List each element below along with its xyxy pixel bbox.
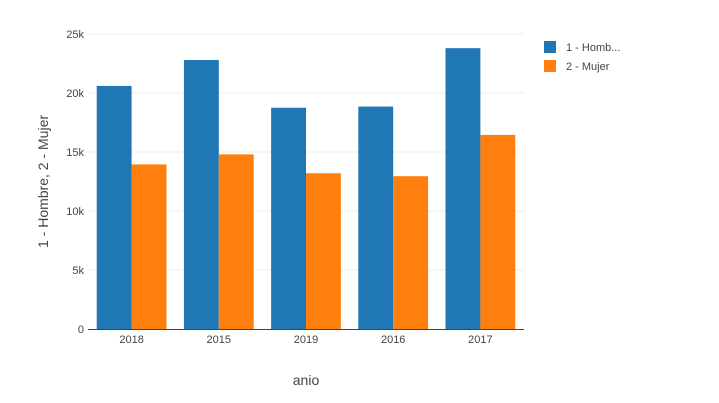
bar[interactable] [183,59,219,330]
legend[interactable]: 1 - Homb... 2 - Mujer [544,41,620,73]
bar[interactable] [306,173,341,329]
bar[interactable] [271,107,306,329]
bar[interactable] [445,48,481,329]
y-tick-label: 25k [66,29,84,41]
legend-label[interactable]: 2 - Mujer [566,61,610,73]
y-axis-ticks: 0 5k 10k 15k 20k 25k [66,29,84,336]
y-tick-label: 0 [78,324,84,336]
bar[interactable] [358,106,394,329]
y-tick-label: 5k [72,265,84,277]
x-tick-label: 2016 [381,334,405,346]
bars [96,48,516,330]
bar[interactable] [218,154,254,329]
x-tick-label: 2015 [207,334,231,346]
bar[interactable] [393,176,429,329]
x-axis-ticks: 2018 2015 2019 2016 2017 [119,334,492,346]
x-tick-label: 2018 [119,334,143,346]
y-tick-label: 10k [66,206,84,218]
bar[interactable] [96,85,132,329]
legend-label[interactable]: 1 - Homb... [566,42,620,54]
x-tick-label: 2019 [294,334,318,346]
y-axis-title: 1 - Hombre, 2 - Mujer [35,115,51,248]
x-axis-title: anio [293,372,320,388]
y-tick-label: 20k [66,88,84,100]
x-tick-label: 2017 [468,334,492,346]
bar[interactable] [131,164,167,329]
y-tick-label: 15k [66,147,84,159]
bar[interactable] [480,134,516,329]
legend-swatch[interactable] [544,41,556,53]
legend-swatch[interactable] [544,60,556,72]
